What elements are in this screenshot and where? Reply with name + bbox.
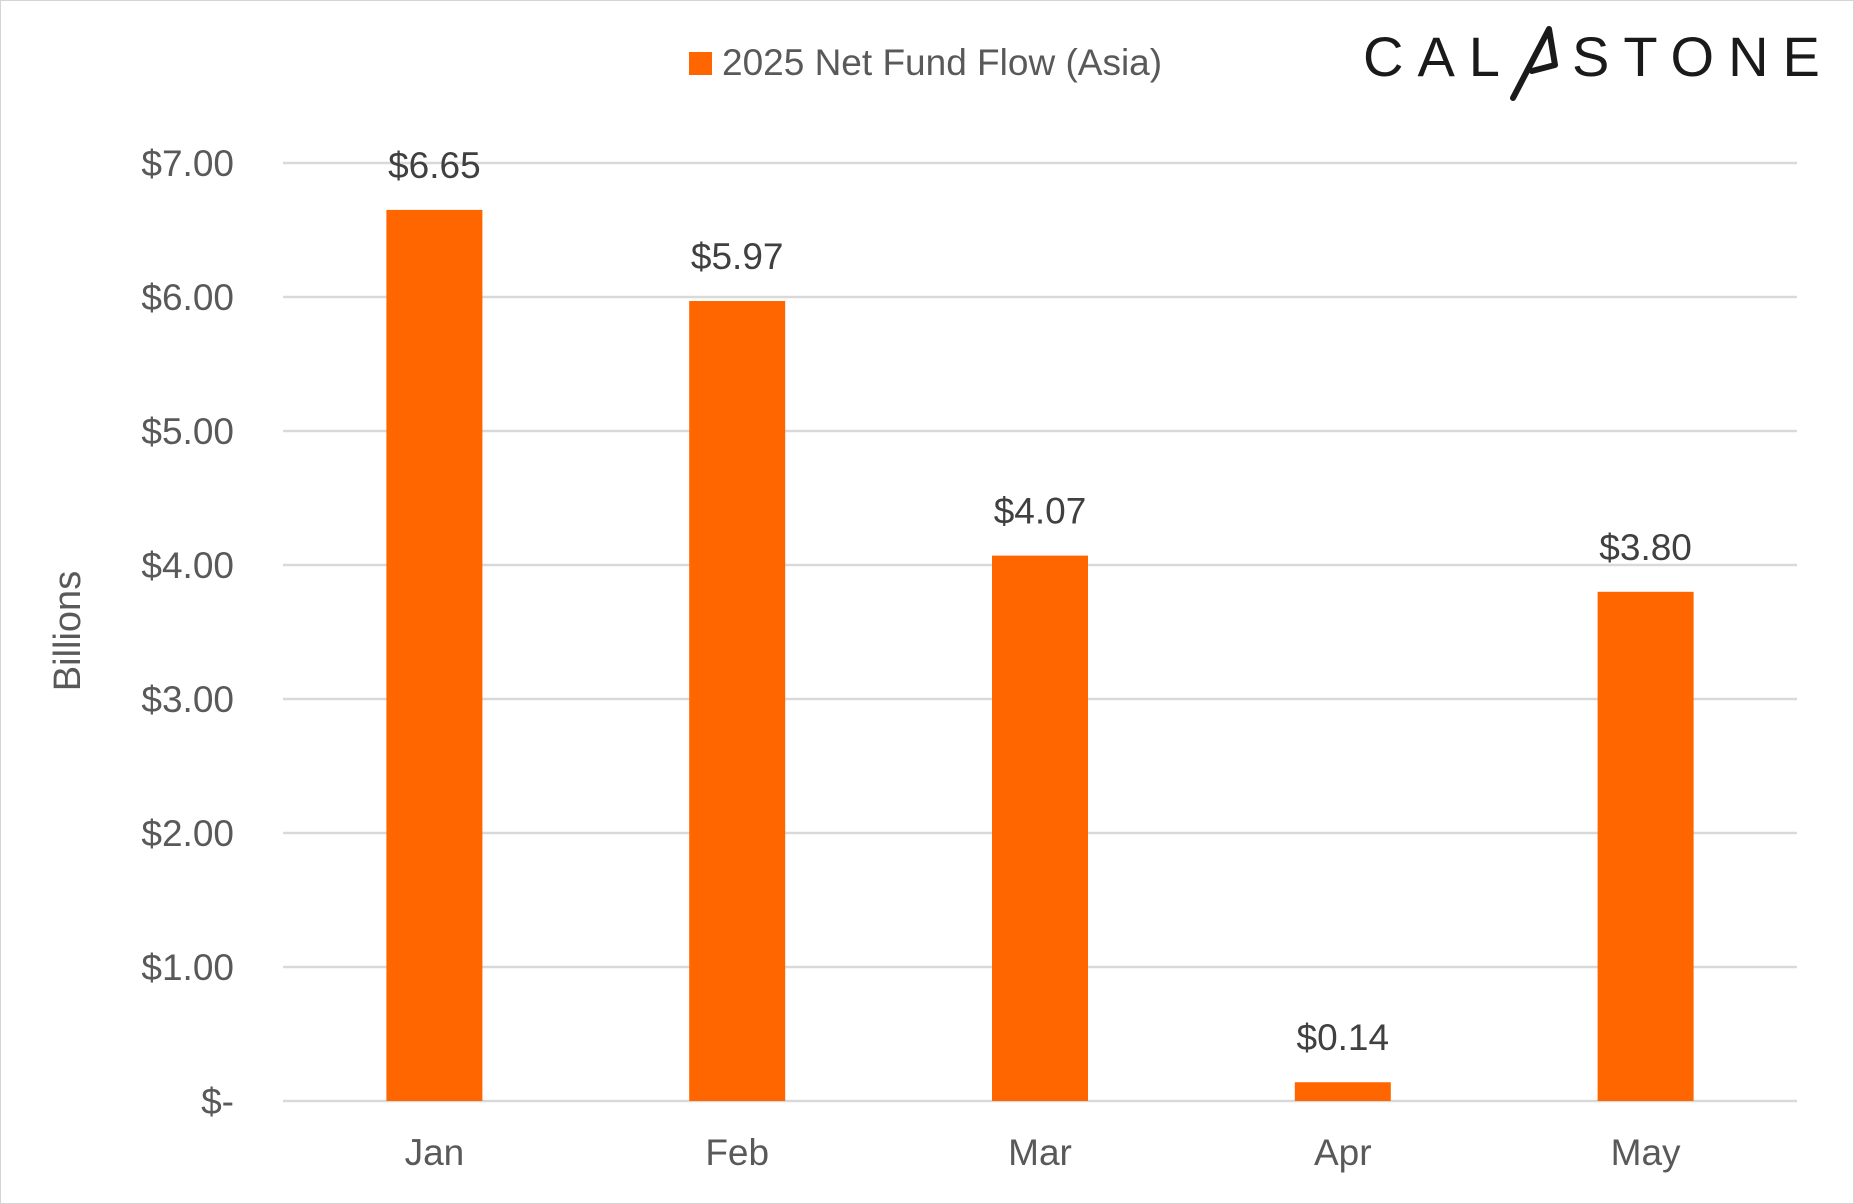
y-axis-tick-labels: $- $1.00 $2.00 $3.00 $4.00 $5.00 $6.00 $7.00: [141, 143, 234, 1122]
x-tick-label-apr: Apr: [1314, 1132, 1372, 1173]
y-tick-label: $2.00: [141, 813, 234, 854]
data-label-mar: $4.07: [994, 491, 1087, 532]
x-tick-label-feb: Feb: [705, 1132, 769, 1173]
y-tick-label: $5.00: [141, 411, 234, 452]
bars: [386, 209, 1694, 1101]
bar-apr: [1294, 1082, 1391, 1101]
legend-label: 2025 Net Fund Flow (Asia): [722, 42, 1162, 83]
data-label-jan: $6.65: [388, 145, 481, 186]
data-label-apr: $0.14: [1297, 1017, 1390, 1058]
y-tick-label: $3.00: [141, 679, 234, 720]
y-tick-label: $4.00: [141, 545, 234, 586]
data-label-feb: $5.97: [691, 236, 784, 277]
x-tick-label-jan: Jan: [405, 1132, 465, 1173]
legend-swatch: [689, 52, 712, 75]
x-axis-category-labels: Jan Feb Mar Apr May: [405, 1132, 1681, 1173]
data-labels: $6.65 $5.97 $4.07 $0.14 $3.80: [388, 145, 1692, 1058]
y-tick-label: $-: [201, 1081, 234, 1122]
logo-text-left: CAL: [1363, 25, 1514, 88]
bar-mar: [992, 555, 1088, 1101]
logo-text-right: STONE: [1572, 25, 1834, 88]
bar-jan: [386, 209, 483, 1101]
calastone-logo: CAL STONE: [1363, 25, 1834, 101]
bar-feb: [689, 301, 786, 1101]
y-tick-label: $7.00: [141, 143, 234, 184]
x-tick-label-mar: Mar: [1008, 1132, 1072, 1173]
y-tick-label: $1.00: [141, 947, 234, 988]
legend: 2025 Net Fund Flow (Asia): [689, 42, 1162, 83]
x-tick-label-may: May: [1611, 1132, 1681, 1173]
bar-may: [1597, 591, 1694, 1101]
y-tick-label: $6.00: [141, 277, 234, 318]
y-axis-title: Billions: [47, 571, 89, 691]
logo-a-mark-icon: [1510, 26, 1558, 101]
data-label-may: $3.80: [1599, 527, 1692, 568]
